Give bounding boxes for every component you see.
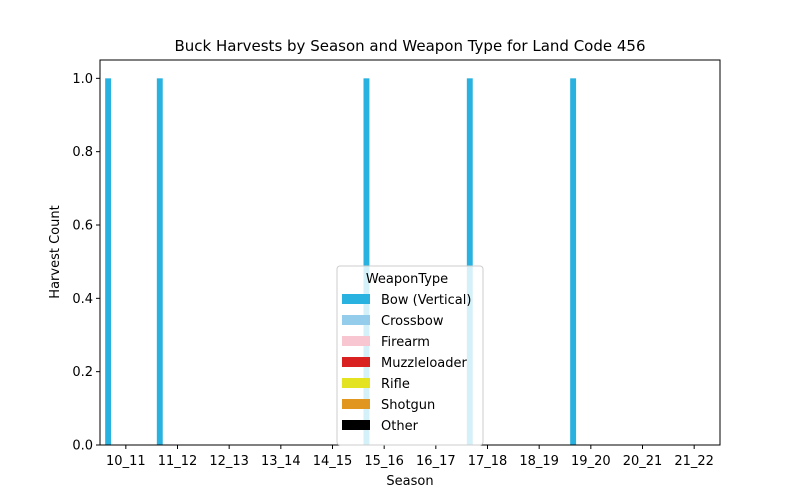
y-tick-label: 0.8 (72, 145, 93, 160)
legend-label: Firearm (381, 335, 430, 350)
x-tick-label: 10_11 (106, 454, 146, 469)
legend-swatch (342, 294, 370, 304)
x-tick-label: 14_15 (313, 454, 353, 469)
bar-19_20 (570, 78, 577, 445)
x-tick-label: 18_19 (519, 454, 559, 469)
legend-label: Bow (Vertical) (381, 293, 471, 308)
axes: 0.0 0.2 0.4 0.6 0.8 1.0 10_11 11_12 12_13 13_14 14… (72, 59, 721, 469)
y-tick-label: 1.0 (72, 72, 93, 87)
legend-swatch (342, 378, 370, 388)
y-tick-label: 0.2 (72, 365, 93, 380)
plot-area (105, 78, 577, 445)
legend-label: Crossbow (381, 314, 444, 329)
legend-label: Rifle (381, 377, 410, 392)
x-tick-label: 21_22 (674, 454, 714, 469)
x-tick-label: 12_13 (209, 454, 249, 469)
legend-label: Muzzleloader (381, 356, 467, 371)
bar-17_18 (466, 78, 473, 445)
legend-title: WeaponType (366, 272, 448, 287)
legend-swatch (342, 399, 370, 409)
x-tick-label: 16_17 (416, 454, 456, 469)
legend-box (336, 265, 484, 446)
x-tick-label: 20_21 (623, 454, 663, 469)
y-tick-label: 0.4 (72, 292, 93, 307)
bar-10_11 (105, 78, 112, 445)
legend-label: Shotgun (381, 398, 435, 413)
y-tick-label: 0.6 (72, 219, 93, 234)
bar-11_12 (156, 78, 163, 445)
x-tick-label: 17_18 (468, 454, 508, 469)
bar-15_16 (363, 78, 370, 445)
x-tick-label: 19_20 (571, 454, 611, 469)
legend-swatch (342, 336, 370, 346)
x-axis-label: Season (386, 474, 433, 489)
y-tick-label: 0.0 (72, 439, 93, 454)
x-tick-label: 15_16 (364, 454, 404, 469)
x-tick-label: 11_12 (158, 454, 198, 469)
legend-swatch (342, 420, 370, 430)
x-tick-label: 13_14 (261, 454, 301, 469)
chart-title: Buck Harvests by Season and Weapon Type … (175, 37, 646, 55)
y-axis-label: Harvest Count (48, 205, 63, 298)
legend: WeaponType Bow (Vertical) Crossbow Firearm M… (336, 265, 484, 446)
legend-swatch (342, 315, 370, 325)
legend-label: Other (381, 419, 419, 434)
legend-swatch (342, 357, 370, 367)
